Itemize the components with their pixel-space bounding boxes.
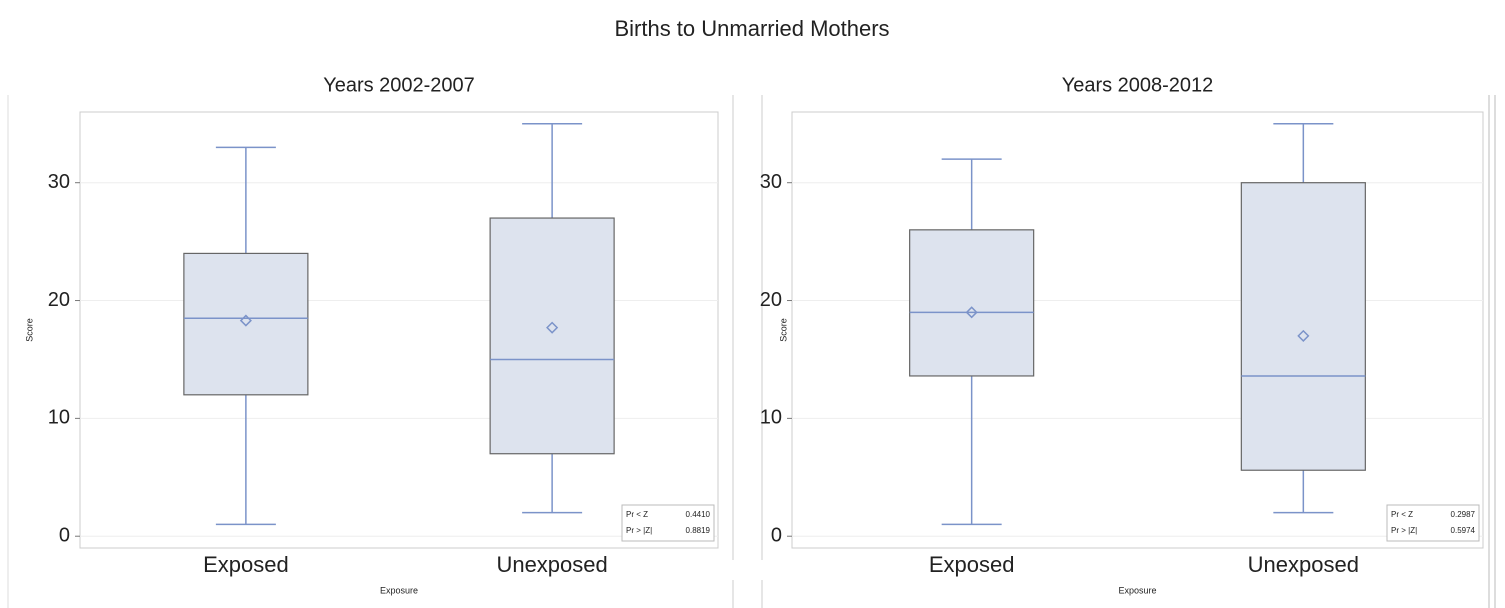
stats-box bbox=[621, 504, 715, 542]
x-tick-label: Unexposed bbox=[496, 552, 607, 577]
box bbox=[1240, 182, 1366, 471]
stat-name: Pr < Z bbox=[1391, 510, 1413, 519]
box bbox=[183, 252, 309, 396]
box bbox=[489, 217, 615, 455]
panel-title: Years 2008-2012 bbox=[1062, 74, 1214, 96]
stat-value: 0.4410 bbox=[686, 510, 711, 519]
x-axis-label: Exposure bbox=[1118, 585, 1156, 595]
y-tick-label: 10 bbox=[48, 407, 70, 429]
x-axis-label: Exposure bbox=[380, 585, 418, 595]
y-tick-label: 10 bbox=[760, 407, 782, 429]
mean bbox=[1297, 329, 1310, 342]
stats-box bbox=[1386, 504, 1480, 542]
mean bbox=[965, 306, 978, 319]
y-tick-label: 20 bbox=[760, 289, 782, 311]
x-tick-label: Exposed bbox=[929, 552, 1015, 577]
chart-title: Births to Unmarried Mothers bbox=[614, 16, 889, 41]
stat-name: Pr > |Z| bbox=[626, 526, 652, 535]
box bbox=[909, 229, 1035, 377]
stat-name: Pr > |Z| bbox=[1391, 526, 1417, 535]
stat-value: 0.2987 bbox=[1451, 510, 1476, 519]
y-axis-label: Score bbox=[24, 318, 34, 342]
y-tick-label: 0 bbox=[59, 524, 70, 546]
y-axis-label: Score bbox=[778, 318, 788, 342]
panel-title: Years 2002-2007 bbox=[323, 74, 475, 96]
mean bbox=[546, 321, 559, 334]
x-tick-label: Unexposed bbox=[1248, 552, 1359, 577]
plot-frame bbox=[79, 111, 719, 549]
x-tick-label: Exposed bbox=[203, 552, 289, 577]
stat-value: 0.5974 bbox=[1451, 526, 1476, 535]
y-tick-label: 30 bbox=[760, 171, 782, 193]
stat-name: Pr < Z bbox=[626, 510, 648, 519]
y-tick-label: 30 bbox=[48, 171, 70, 193]
stat-value: 0.8819 bbox=[686, 526, 711, 535]
y-tick-label: 20 bbox=[48, 289, 70, 311]
y-tick-label: 0 bbox=[771, 524, 782, 546]
mean bbox=[239, 314, 252, 327]
plot-frame bbox=[791, 111, 1484, 549]
